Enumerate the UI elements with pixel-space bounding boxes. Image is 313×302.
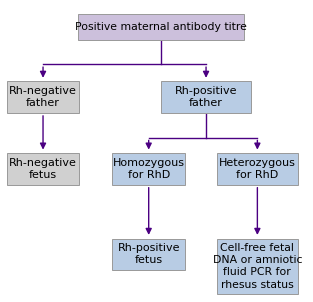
FancyBboxPatch shape — [112, 239, 185, 270]
Text: Cell-free fetal
DNA or amniotic
fluid PCR for
rhesus status: Cell-free fetal DNA or amniotic fluid PC… — [213, 243, 302, 290]
Text: Positive maternal antibody titre: Positive maternal antibody titre — [75, 22, 247, 32]
Text: Homozygous
for RhD: Homozygous for RhD — [113, 158, 185, 180]
FancyBboxPatch shape — [217, 153, 298, 185]
Text: Heterozygous
for RhD: Heterozygous for RhD — [219, 158, 296, 180]
Text: Rh-positive
father: Rh-positive father — [175, 86, 237, 108]
Text: Rh-positive
fetus: Rh-positive fetus — [117, 243, 180, 265]
FancyBboxPatch shape — [7, 82, 79, 113]
FancyBboxPatch shape — [217, 239, 298, 294]
FancyBboxPatch shape — [112, 153, 185, 185]
Text: Rh-negative
fetus: Rh-negative fetus — [9, 158, 77, 180]
Text: Rh-negative
father: Rh-negative father — [9, 86, 77, 108]
FancyBboxPatch shape — [7, 153, 79, 185]
FancyBboxPatch shape — [78, 14, 244, 40]
FancyBboxPatch shape — [161, 82, 251, 113]
